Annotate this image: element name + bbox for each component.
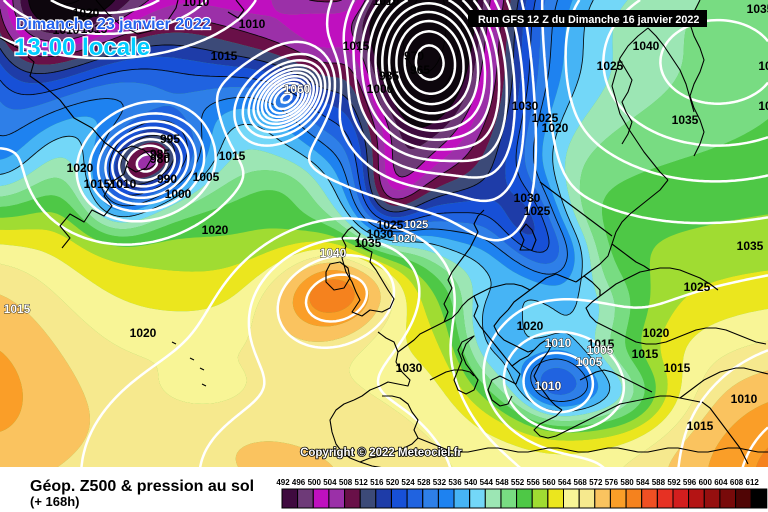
svg-text:1010: 1010 bbox=[110, 177, 137, 191]
svg-text:1020: 1020 bbox=[517, 319, 544, 333]
svg-text:1005: 1005 bbox=[576, 355, 603, 369]
svg-text:1010: 1010 bbox=[731, 392, 758, 406]
svg-text:552: 552 bbox=[511, 478, 525, 487]
svg-text:1025: 1025 bbox=[532, 111, 559, 125]
svg-text:1015: 1015 bbox=[81, 22, 108, 36]
svg-text:980: 980 bbox=[150, 152, 170, 166]
svg-text:536: 536 bbox=[448, 478, 462, 487]
svg-text:1010: 1010 bbox=[183, 0, 210, 9]
svg-text:1005: 1005 bbox=[587, 343, 614, 357]
svg-text:556: 556 bbox=[527, 478, 541, 487]
svg-text:965: 965 bbox=[410, 63, 430, 77]
svg-text:1030: 1030 bbox=[512, 99, 539, 113]
svg-text:1025: 1025 bbox=[404, 219, 428, 231]
svg-text:496: 496 bbox=[292, 478, 306, 487]
svg-text:548: 548 bbox=[495, 478, 509, 487]
svg-text:985: 985 bbox=[150, 147, 170, 161]
svg-text:1025: 1025 bbox=[597, 59, 624, 73]
svg-text:608: 608 bbox=[730, 478, 744, 487]
svg-text:1025: 1025 bbox=[524, 204, 551, 218]
svg-text:596: 596 bbox=[683, 478, 697, 487]
svg-text:(+ 168h): (+ 168h) bbox=[30, 494, 80, 509]
svg-text:1015: 1015 bbox=[211, 49, 238, 63]
svg-text:1020: 1020 bbox=[73, 6, 100, 20]
svg-text:Run GFS 12 Z du Dimanche 16 ja: Run GFS 12 Z du Dimanche 16 janvier 2022 bbox=[478, 14, 699, 26]
svg-text:592: 592 bbox=[667, 478, 681, 487]
svg-text:1015: 1015 bbox=[219, 149, 246, 163]
svg-text:1025: 1025 bbox=[377, 218, 404, 232]
svg-text:1015: 1015 bbox=[84, 177, 111, 191]
svg-text:1040: 1040 bbox=[633, 39, 660, 53]
svg-text:1020: 1020 bbox=[542, 121, 569, 135]
svg-text:580: 580 bbox=[620, 478, 634, 487]
svg-text:Dimanche 23 janvier 2022: Dimanche 23 janvier 2022 bbox=[16, 16, 211, 33]
svg-text:588: 588 bbox=[652, 478, 666, 487]
svg-text:1020: 1020 bbox=[392, 233, 416, 245]
svg-text:995: 995 bbox=[160, 132, 180, 146]
svg-text:1035: 1035 bbox=[355, 236, 382, 250]
svg-text:508: 508 bbox=[339, 478, 353, 487]
svg-text:1020: 1020 bbox=[67, 161, 94, 175]
svg-text:540: 540 bbox=[464, 478, 478, 487]
svg-text:1025: 1025 bbox=[684, 280, 711, 294]
svg-text:500: 500 bbox=[308, 478, 322, 487]
svg-text:1020: 1020 bbox=[202, 223, 229, 237]
svg-text:970: 970 bbox=[404, 49, 424, 63]
svg-text:1035: 1035 bbox=[672, 113, 699, 127]
svg-text:584: 584 bbox=[636, 478, 650, 487]
svg-text:1035: 1035 bbox=[747, 2, 768, 16]
svg-text:604: 604 bbox=[714, 478, 728, 487]
svg-text:544: 544 bbox=[480, 478, 494, 487]
svg-text:990: 990 bbox=[157, 172, 177, 186]
svg-text:1035: 1035 bbox=[737, 239, 764, 253]
svg-text:560: 560 bbox=[542, 478, 556, 487]
svg-text:1010: 1010 bbox=[373, 0, 400, 8]
svg-text:10: 10 bbox=[758, 99, 768, 113]
svg-text:492: 492 bbox=[276, 478, 290, 487]
svg-text:504: 504 bbox=[323, 478, 337, 487]
svg-text:985: 985 bbox=[379, 69, 399, 83]
svg-text:512: 512 bbox=[355, 478, 369, 487]
svg-text:1015: 1015 bbox=[4, 302, 31, 316]
svg-text:1010: 1010 bbox=[545, 336, 572, 350]
svg-text:Copyright © 2022 Meteociel.fr: Copyright © 2022 Meteociel.fr bbox=[300, 447, 462, 459]
svg-text:1010: 1010 bbox=[535, 379, 562, 393]
svg-text:1015: 1015 bbox=[632, 347, 659, 361]
svg-text:Géop. Z500 & pression au sol: Géop. Z500 & pression au sol bbox=[30, 478, 254, 495]
svg-text:516: 516 bbox=[370, 478, 384, 487]
svg-text:1000: 1000 bbox=[165, 187, 192, 201]
svg-text:528: 528 bbox=[417, 478, 431, 487]
svg-text:1015: 1015 bbox=[588, 337, 615, 351]
svg-text:1010: 1010 bbox=[53, 23, 80, 37]
svg-text:568: 568 bbox=[574, 478, 588, 487]
svg-text:1040: 1040 bbox=[320, 246, 347, 260]
svg-text:612: 612 bbox=[746, 478, 760, 487]
svg-text:600: 600 bbox=[699, 478, 713, 487]
svg-text:572: 572 bbox=[589, 478, 603, 487]
svg-text:576: 576 bbox=[605, 478, 619, 487]
svg-text:524: 524 bbox=[401, 478, 415, 487]
svg-text:1015: 1015 bbox=[687, 419, 714, 433]
svg-text:1010: 1010 bbox=[239, 17, 266, 31]
svg-text:1005: 1005 bbox=[193, 170, 220, 184]
svg-text:1020: 1020 bbox=[130, 326, 157, 340]
svg-text:564: 564 bbox=[558, 478, 572, 487]
svg-text:1015: 1015 bbox=[664, 361, 691, 375]
svg-text:13:00 locale: 13:00 locale bbox=[14, 34, 150, 61]
svg-text:1015: 1015 bbox=[343, 39, 370, 53]
svg-text:1000: 1000 bbox=[367, 82, 394, 96]
svg-text:10: 10 bbox=[758, 59, 768, 73]
svg-text:1030: 1030 bbox=[396, 361, 423, 375]
svg-text:1060: 1060 bbox=[284, 82, 311, 96]
svg-text:520: 520 bbox=[386, 478, 400, 487]
svg-text:532: 532 bbox=[433, 478, 447, 487]
svg-text:1020: 1020 bbox=[643, 326, 670, 340]
svg-text:1030: 1030 bbox=[514, 191, 541, 205]
svg-text:1030: 1030 bbox=[367, 227, 394, 241]
